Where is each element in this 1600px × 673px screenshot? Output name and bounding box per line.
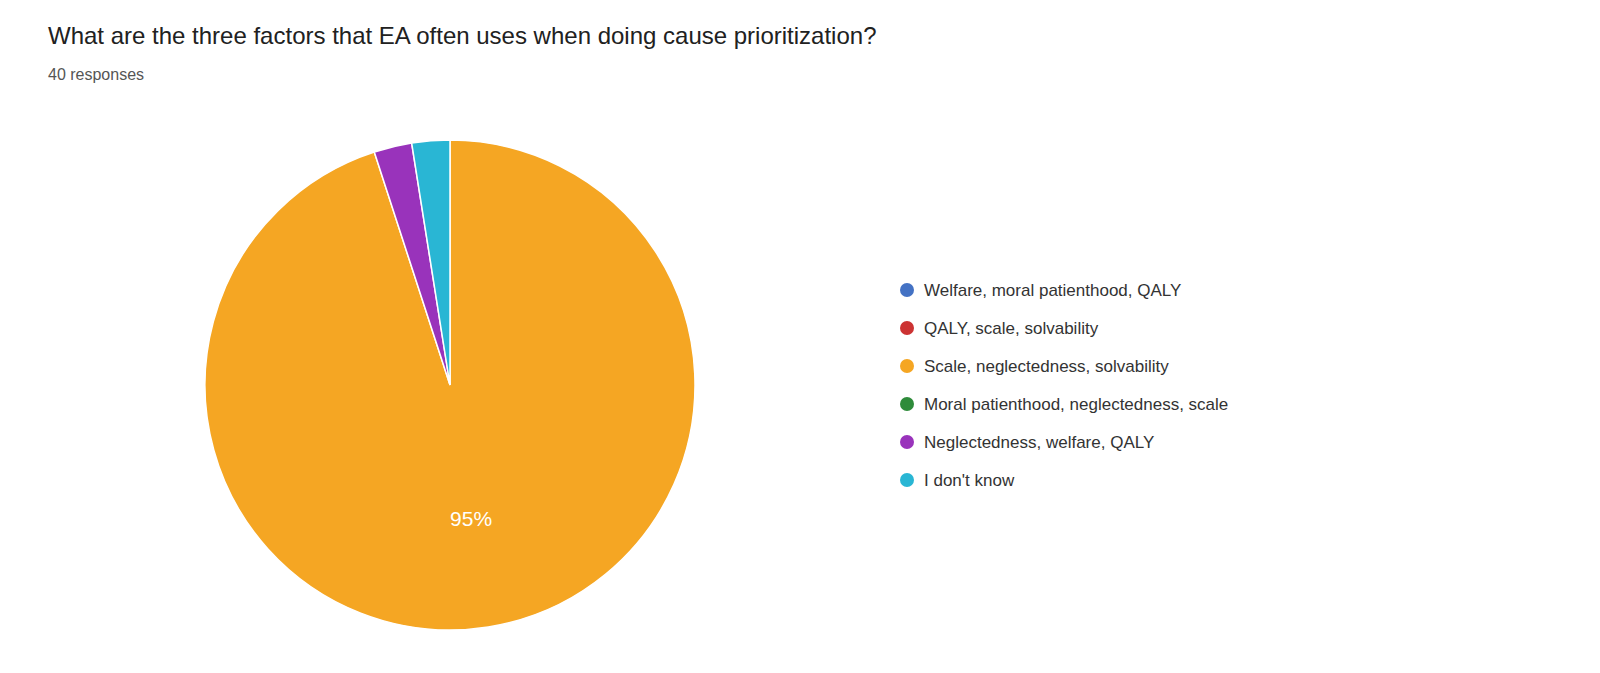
legend-label: Moral patienthood, neglectedness, scale	[924, 395, 1228, 414]
legend-label: QALY, scale, solvability	[924, 319, 1099, 338]
pie	[205, 140, 695, 630]
legend-marker	[900, 435, 914, 449]
legend-item: Scale, neglectedness, solvability	[900, 357, 1169, 376]
title: What are the three factors that EA often…	[48, 22, 876, 49]
data-label: 95%	[450, 507, 492, 530]
legend-marker	[900, 321, 914, 335]
legend-item: I don't know	[900, 471, 1015, 490]
chart: What are the three factors that EA often…	[0, 0, 1600, 673]
chart-container: What are the three factors that EA often…	[0, 0, 1600, 673]
legend-label: Neglectedness, welfare, QALY	[924, 433, 1154, 452]
legend-marker	[900, 283, 914, 297]
legend-label: Scale, neglectedness, solvability	[924, 357, 1169, 376]
legend-item: QALY, scale, solvability	[900, 319, 1099, 338]
legend-marker	[900, 397, 914, 411]
legend-item: Welfare, moral patienthood, QALY	[900, 281, 1181, 300]
legend-label: I don't know	[924, 471, 1015, 490]
pie-slice	[205, 140, 695, 630]
pie-slice	[412, 140, 450, 385]
legend-item: Neglectedness, welfare, QALY	[900, 433, 1154, 452]
data-labels: 95%	[450, 507, 492, 530]
legend: Welfare, moral patienthood, QALY QALY, sc…	[900, 281, 1228, 490]
legend-label: Welfare, moral patienthood, QALY	[924, 281, 1181, 300]
legend-marker	[900, 359, 914, 373]
legend-marker	[900, 473, 914, 487]
subtitle: 40 responses	[48, 66, 144, 83]
legend-item: Moral patienthood, neglectedness, scale	[900, 395, 1228, 414]
